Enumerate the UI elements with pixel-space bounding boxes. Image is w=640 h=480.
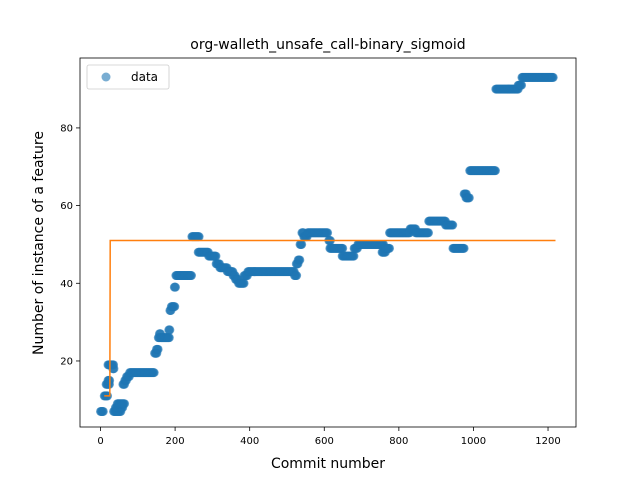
data-point — [170, 282, 180, 292]
data-point — [424, 228, 434, 238]
x-tick-label: 400 — [240, 436, 259, 447]
x-tick-label: 0 — [97, 436, 103, 447]
data-point — [164, 333, 174, 343]
legend-box — [86, 64, 170, 90]
y-axis-label: Number of instance of a feature — [31, 131, 47, 355]
axis-ticks: 0 200 400 600 800 1000 1200 20 40 60 80 — [60, 123, 560, 447]
y-tick-label: 80 — [60, 123, 73, 134]
legend: data — [86, 64, 170, 90]
data-point — [194, 232, 204, 242]
plot-area — [96, 72, 558, 416]
data-point — [448, 220, 458, 230]
data-point — [120, 399, 130, 409]
data-point — [187, 271, 197, 281]
data-point — [459, 243, 469, 253]
x-tick-label: 1000 — [461, 436, 486, 447]
data-point — [239, 278, 249, 288]
data-point — [517, 80, 527, 90]
data-point — [464, 193, 474, 203]
x-tick-label: 800 — [389, 436, 408, 447]
fit-line — [104, 239, 556, 397]
data-point — [338, 243, 348, 253]
data-point — [153, 344, 163, 354]
data-point — [149, 368, 159, 378]
data-point — [292, 271, 302, 281]
data-point — [98, 406, 108, 416]
data-point — [109, 364, 119, 374]
chart-title: org-walleth_unsafe_call-binary_sigmoid — [190, 37, 465, 53]
data-point — [323, 228, 333, 238]
x-tick-label: 600 — [315, 436, 334, 447]
data-point — [490, 166, 500, 176]
data-point — [295, 255, 305, 265]
data-point — [548, 72, 558, 82]
data-point — [165, 325, 175, 335]
plot-frame — [79, 57, 577, 428]
y-tick-label: 40 — [60, 279, 73, 290]
x-tick-label: 200 — [166, 436, 185, 447]
legend-marker-data — [101, 72, 111, 82]
data-point — [349, 251, 359, 261]
y-tick-label: 20 — [60, 356, 73, 367]
legend-label-data: data — [131, 70, 158, 84]
y-tick-label: 60 — [60, 201, 73, 212]
data-point — [385, 243, 395, 253]
data-point — [297, 239, 307, 249]
x-tick-label: 1200 — [535, 436, 560, 447]
data-point — [170, 302, 180, 312]
x-axis-label: Commit number — [271, 456, 385, 472]
data-point — [211, 251, 221, 261]
